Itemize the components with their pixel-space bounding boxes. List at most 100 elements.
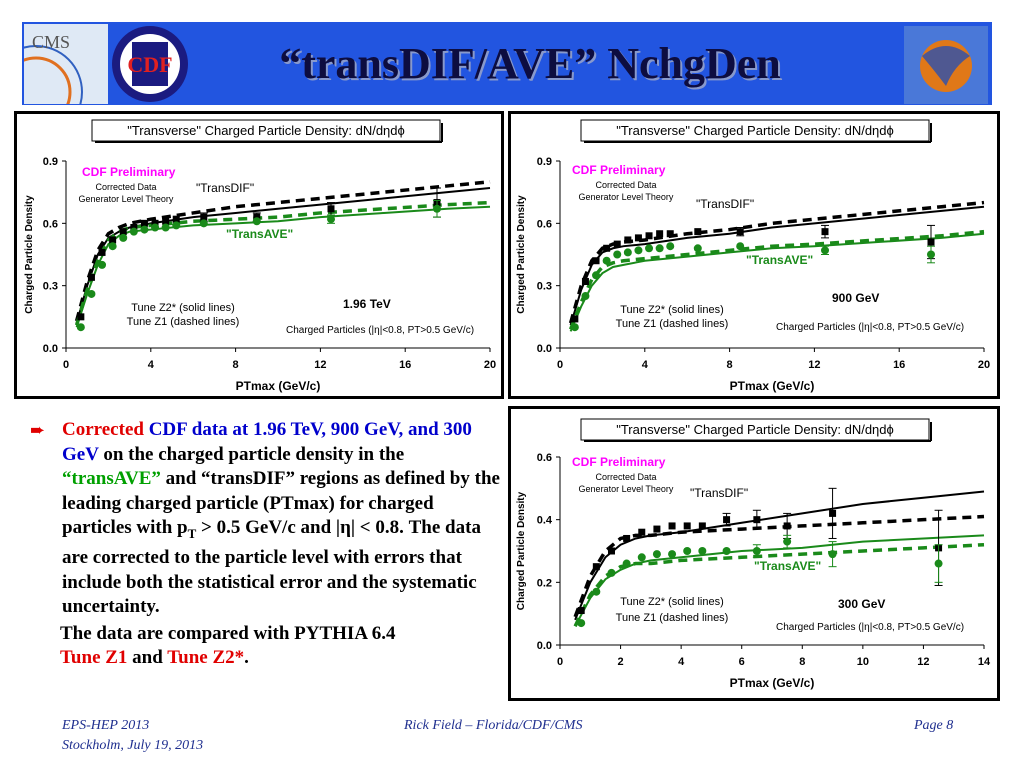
transave-point [119,233,128,242]
transdif-point [656,230,664,238]
transave-point [327,215,335,224]
y-tick-label: 0.0 [43,343,58,355]
x-tick-label: 4 [678,656,685,668]
y-axis-label: Charged Particle Density [516,195,527,314]
transave-point [602,256,611,265]
transdif-point [109,236,117,244]
x-tick-label: 8 [727,359,733,371]
cms-logo-text: CMS [32,32,70,52]
transave-point [698,547,707,555]
transave-point [783,537,792,546]
transave-point [736,242,745,251]
transdif-point [666,230,674,238]
y-tick-label: 0.4 [537,515,553,527]
transave-label: "TransAVE" [226,227,293,241]
cms-logo: CMS [24,24,108,104]
transdif-point [613,240,621,248]
transave-point [645,244,654,253]
transave-point [752,547,761,555]
description-part-a: on the charged particle density in the [103,443,405,465]
cdf-logo-text: CDF [127,52,172,77]
transave-point [98,260,107,269]
x-axis-label: PTmax (GeV/c) [730,676,815,690]
transave-point [666,242,675,251]
x-axis-label: PTmax (GeV/c) [236,379,321,393]
chart-title: "Transverse" Charged Particle Density: d… [127,123,405,138]
transdif-point [645,232,653,240]
transave-point [252,217,261,226]
description-part-c: > 0.5 GeV/c and |η| < 0.8. The data are … [62,517,481,618]
y-axis-label: Charged Particle Density [516,491,527,610]
transave-point [172,221,181,230]
x-tick-label: 8 [799,656,805,668]
footer-author: Rick Field – Florida/CDF/CMS [404,718,583,733]
tune-z2-label: Tune Z2* (solid lines) [131,302,235,314]
tune-z2-label: Tune Z2* (solid lines) [620,304,724,316]
cdf-preliminary-label: CDF Preliminary [572,455,666,469]
transdif-point [829,509,837,517]
x-tick-label: 0 [557,656,563,668]
transdif-point [634,234,642,242]
x-tick-label: 16 [893,359,905,371]
tune-z2-line [75,205,491,328]
transave-point [634,246,643,255]
x-tick-label: 4 [148,359,155,371]
x-tick-label: 4 [642,359,649,371]
tune-z2-line [569,232,985,332]
transave-label: "TransAVE" [746,253,813,267]
transdif-point [753,516,761,524]
transdif-point [151,219,159,227]
transdif-point [98,248,106,256]
transdif-label: "TransDIF" [196,181,254,195]
y-tick-label: 0.6 [43,218,58,230]
transdif-point [736,228,744,236]
transdif-point [723,516,731,524]
transdif-point [624,236,632,244]
transdif-point [698,522,706,530]
slide-title: “transDIF/AVE” NchgDen [279,39,781,88]
x-tick-label: 12 [917,656,929,668]
transave-point [828,550,837,559]
footer-page: Page 8 [914,718,954,733]
transave-point [199,219,208,228]
transdif-point [162,217,170,225]
transdif-point [571,315,579,323]
generator-theory-label: Generator Level Theory [79,194,174,204]
comparison-part-b: and [132,647,163,669]
transdif-label: "TransDIF" [696,197,754,211]
x-tick-label: 8 [233,359,239,371]
transave-point [140,225,149,234]
corrected-data-label: Corrected Data [595,472,656,482]
transdif-point [172,215,180,223]
y-tick-label: 0.9 [537,156,552,168]
cdf-logo: CDF [112,26,188,102]
corrected-data-label: Corrected Data [95,182,156,192]
x-tick-label: 2 [618,656,624,668]
transave-point [613,250,622,259]
generator-theory-label: Generator Level Theory [579,484,674,494]
x-tick-label: 16 [399,359,411,371]
transdif-point [821,228,829,236]
x-tick-label: 10 [857,656,869,668]
transave-point [161,223,170,232]
transdif-point [581,278,589,286]
transdif-point [783,522,791,530]
transdif-point [653,525,661,533]
transdif-point [683,522,691,530]
footer-conference: EPS-HEP 2013 [62,718,150,733]
transdif-point [77,313,85,321]
x-tick-label: 6 [739,656,745,668]
transave-point [607,568,616,577]
transave-point [570,323,579,332]
tune-z1-label: Tune Z1 (dashed lines) [616,318,729,330]
description-text: Corrected CDF data at 1.96 TeV, 900 GeV,… [30,418,500,671]
transave-point [668,550,677,559]
transave-point [577,619,586,628]
transave-point [433,204,441,213]
chart-title: "Transverse" Charged Particle Density: d… [616,422,894,437]
tune-z1-line [568,229,985,330]
generator-theory-label: Generator Level Theory [579,192,674,202]
y-tick-label: 0.0 [537,640,552,652]
x-tick-label: 0 [63,359,69,371]
